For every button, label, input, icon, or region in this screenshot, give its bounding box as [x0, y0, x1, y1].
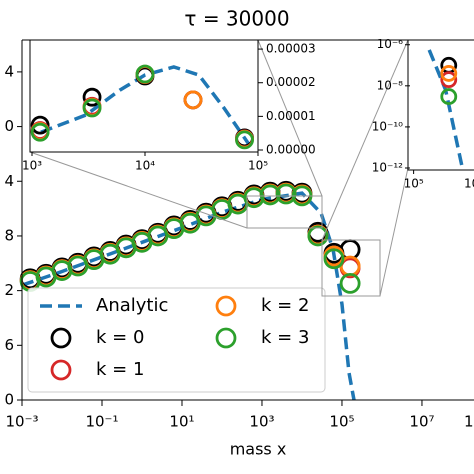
chart-title: τ = 30000	[184, 7, 289, 31]
x-tick-label: 10³	[249, 413, 274, 431]
data-point	[30, 115, 50, 135]
x-tick-label: 10	[464, 177, 474, 191]
inset-frame	[29, 39, 259, 153]
data-point	[82, 87, 102, 107]
legend-label: k = 1	[96, 359, 144, 380]
y-tick-label: 0.00002	[266, 75, 316, 89]
zoom-box	[321, 239, 381, 297]
y-tick-label: 10⁻¹²	[372, 161, 403, 175]
data-point	[183, 90, 203, 110]
x-tick-label: 10⁹	[464, 413, 474, 431]
y-tick-label: 4	[4, 62, 14, 80]
x-tick-label: 10⁻³	[5, 413, 38, 431]
data-point	[259, 184, 281, 206]
analytic-line	[40, 65, 255, 151]
data-point	[275, 183, 297, 205]
x-axis-label: mass x	[230, 440, 287, 459]
legend-label: k = 2	[261, 295, 309, 316]
y-tick-label: 6	[4, 336, 14, 354]
data-point	[323, 248, 345, 270]
x-tick-label: 10⁵	[329, 413, 354, 431]
zoom-box	[246, 195, 323, 229]
y-tick-label: 0	[4, 391, 14, 409]
legend-swatch	[215, 295, 237, 317]
legend-swatch	[215, 327, 237, 349]
x-tick-label: 10³	[22, 159, 42, 173]
legend-label: k = 3	[261, 327, 309, 348]
x-tick-label: 10⁻¹	[85, 413, 118, 431]
y-tick-label: 4	[4, 172, 14, 190]
y-tick-label: 10⁻⁶	[377, 37, 404, 51]
legend-label: Analytic	[96, 295, 168, 316]
connector	[29, 151, 248, 229]
inset-frame	[407, 39, 474, 171]
legend-box	[27, 287, 326, 393]
x-tick-label: 10⁷	[409, 413, 434, 431]
legend-swatch	[50, 359, 72, 381]
y-tick-label: 10⁻⁸	[377, 78, 404, 92]
y-tick-label: 0.00003	[266, 42, 316, 56]
connector	[379, 167, 409, 297]
data-point	[339, 272, 361, 294]
y-tick-label: 2	[4, 281, 14, 299]
data-point	[30, 122, 50, 142]
data-point	[135, 64, 155, 84]
y-tick-label: 0.00001	[266, 109, 316, 123]
y-tick-label: 0	[4, 117, 14, 135]
x-tick-label: 10⁴	[135, 159, 155, 173]
legend-swatch	[50, 327, 72, 349]
y-tick-label: 0.00000	[266, 143, 316, 157]
x-tick-label: 10⁵	[404, 177, 424, 191]
legend-label: k = 0	[96, 327, 144, 348]
data-point	[440, 65, 458, 82]
connector	[321, 39, 409, 241]
data-point	[440, 71, 458, 89]
y-tick-label: 10⁻¹⁰	[372, 119, 403, 133]
data-point	[82, 98, 102, 118]
x-tick-label: 10⁵	[248, 159, 268, 173]
y-tick-label: 8	[4, 226, 14, 244]
x-tick-label: 10¹	[169, 413, 194, 431]
connector	[257, 39, 323, 197]
data-point	[307, 225, 329, 247]
data-point	[440, 88, 458, 105]
data-point	[235, 130, 254, 150]
